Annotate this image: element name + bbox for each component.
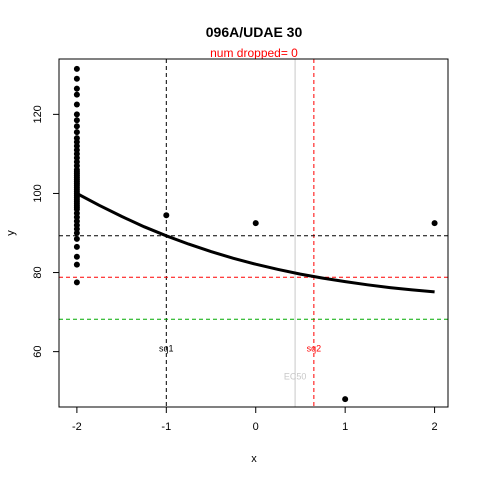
data-point (163, 212, 170, 219)
data-point (73, 117, 80, 124)
data-point (73, 279, 80, 286)
x-axis-label: x (251, 453, 257, 465)
data-point (73, 230, 80, 236)
data-point (73, 261, 80, 268)
data-point (342, 396, 349, 403)
chart-subtitle: num dropped= 0 (210, 46, 298, 60)
data-point (431, 220, 438, 227)
data-point (73, 85, 80, 92)
data-point (252, 220, 259, 227)
y-axis: 60 80 100 120 (32, 105, 59, 358)
data-point (73, 65, 80, 72)
data-point (73, 253, 80, 260)
data-point (73, 75, 80, 82)
fit-curve (76, 192, 435, 294)
label-sq1: sq1 (159, 344, 174, 354)
x-tick-label: -2 (72, 421, 82, 433)
y-tick-label: 100 (32, 184, 44, 202)
data-point (73, 235, 80, 242)
x-tick-label: 0 (253, 421, 259, 433)
label-ec50: EC50 (284, 371, 307, 381)
data-point (73, 123, 80, 130)
label-sq2: sq2 (307, 344, 322, 354)
y-axis-label: y (5, 230, 17, 236)
x-tick-label: 1 (342, 421, 348, 433)
chart-title: 096A/UDAE 30 (206, 24, 303, 40)
plot-area: sq1 sq2 EC50 (59, 59, 448, 407)
data-point (73, 243, 80, 250)
x-tick-label: 2 (432, 421, 438, 433)
plot-frame (58, 58, 449, 408)
x-axis: -2 -1 0 1 2 (72, 407, 438, 433)
y-tick-label: 60 (32, 346, 44, 358)
y-tick-label: 80 (32, 266, 44, 278)
data-point (73, 111, 80, 118)
data-point (73, 129, 80, 136)
data-point (73, 91, 80, 98)
data-point (73, 101, 80, 108)
y-tick-label: 120 (32, 105, 44, 123)
x-tick-label: -1 (161, 421, 171, 433)
